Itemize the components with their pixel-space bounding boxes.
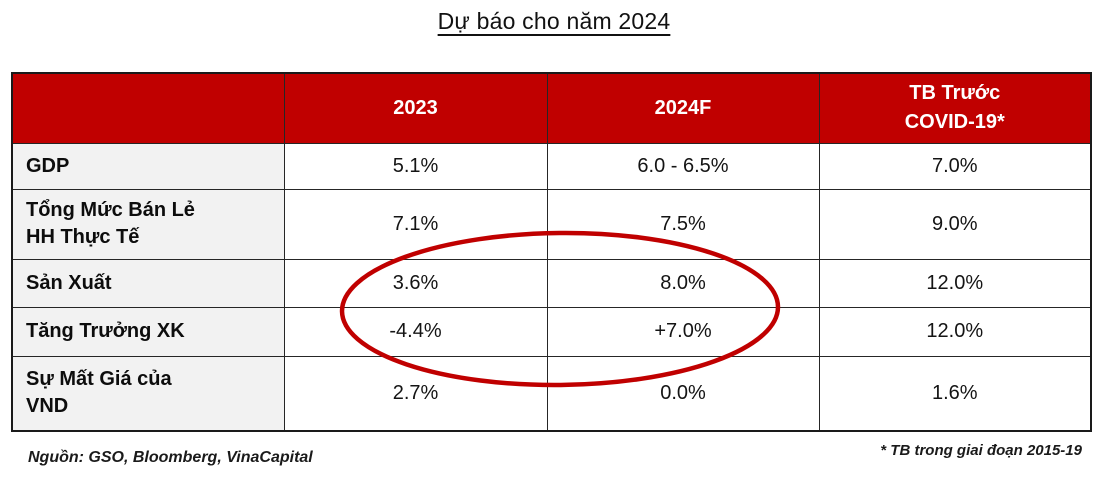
- vnd-tb-value: 1.6%: [818, 355, 1092, 432]
- row-label-gdp: GDP: [11, 142, 285, 190]
- tb-period-note: * TB trong giai đoạn 2015-19: [880, 442, 1082, 459]
- export-tb-value: 12.0%: [818, 306, 1092, 357]
- row-label-text: Tăng Trưởng XK: [26, 320, 185, 342]
- gdp-tb-value: 7.0%: [818, 142, 1092, 190]
- header-tb-line2: COVID-19*: [904, 111, 1005, 134]
- production-2024f-value: 8.0%: [546, 258, 820, 308]
- header-cell-2024f: 2024F: [546, 72, 820, 144]
- retail-2024f-value: 7.5%: [546, 188, 820, 260]
- row-label-vnd-depreciation: Sự Mất Giá của VND: [11, 355, 285, 432]
- table-row-vnd-depreciation: Sự Mất Giá của VND 2.7% 0.0% 1.6%: [11, 355, 1092, 432]
- vnd-2024f-value: 0.0%: [546, 355, 820, 432]
- row-label-text: Tổng Mức Bán Lẻ HH Thực Tế: [26, 199, 195, 248]
- header-tb-line1: TB Trước: [909, 82, 1001, 105]
- page-title: Dự báo cho năm 2024: [437, 8, 671, 34]
- gdp-2024f-value: 6.0 - 6.5%: [546, 142, 820, 190]
- vnd-2023-value: 2.7%: [283, 355, 548, 432]
- retail-2023-value: 7.1%: [283, 188, 548, 260]
- row-label-text: Sự Mất Giá của VND: [26, 368, 172, 418]
- row-label-text: Sản Xuất: [26, 271, 112, 294]
- row-label-export-growth: Tăng Trưởng XK: [11, 306, 285, 357]
- table-row-gdp: GDP 5.1% 6.0 - 6.5% 7.0%: [11, 142, 1092, 190]
- row-label-production: Sản Xuất: [11, 258, 285, 308]
- table-row-export-growth: Tăng Trưởng XK -4.4% +7.0% 12.0%: [11, 306, 1092, 357]
- production-tb-value: 12.0%: [818, 258, 1092, 308]
- row-label-retail: Tổng Mức Bán Lẻ HH Thực Tế: [11, 188, 285, 260]
- export-2024f-value: +7.0%: [546, 306, 820, 357]
- row-label-text: GDP: [26, 154, 70, 177]
- retail-tb-value: 9.0%: [818, 188, 1092, 260]
- source-note: Nguồn: GSO, Bloomberg, VinaCapital: [28, 449, 313, 466]
- export-2023-value: -4.4%: [283, 306, 548, 357]
- header-cell-empty: [11, 72, 285, 144]
- forecast-table: 2023 2024F TB Trước COVID-19* GDP 5.1% 6…: [11, 72, 1092, 432]
- header-cell-tb-pre-covid: TB Trước COVID-19*: [818, 72, 1092, 144]
- production-2023-value: 3.6%: [283, 258, 548, 308]
- table-header-row: 2023 2024F TB Trước COVID-19*: [11, 72, 1092, 144]
- table-row-production: Sản Xuất 3.6% 8.0% 12.0%: [11, 258, 1092, 308]
- header-cell-2023: 2023: [283, 72, 548, 144]
- table-row-retail: Tổng Mức Bán Lẻ HH Thực Tế 7.1% 7.5% 9.0…: [11, 188, 1092, 260]
- gdp-2023-value: 5.1%: [283, 142, 548, 190]
